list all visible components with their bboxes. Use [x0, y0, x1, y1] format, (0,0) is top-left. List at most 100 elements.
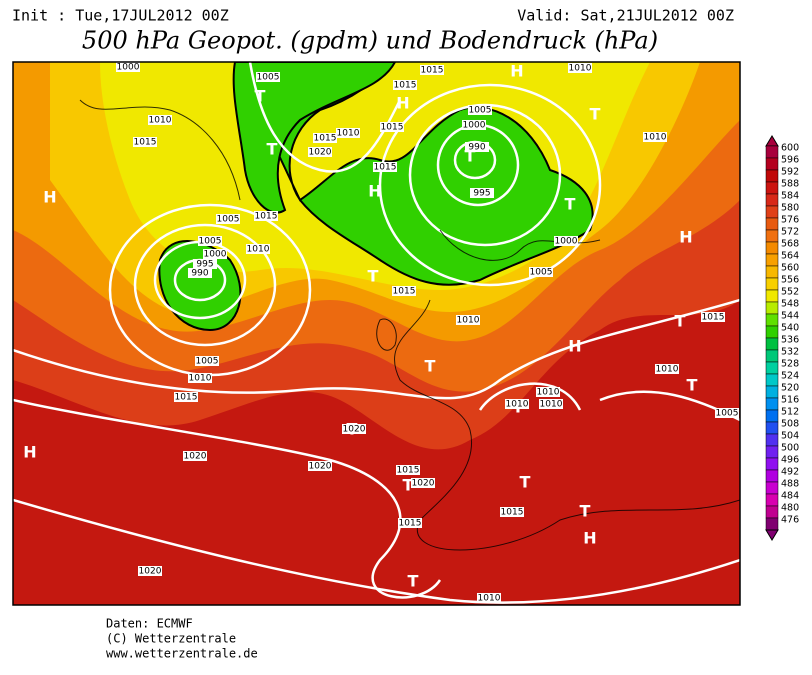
colorbar-swatch: [765, 289, 779, 303]
isobar-label: 1020: [309, 148, 332, 158]
colorbar-label: 584: [781, 191, 799, 202]
isobar-label: 1020: [343, 425, 366, 435]
isobar-label: 1000: [463, 121, 486, 131]
isobar-label: 1005: [257, 73, 280, 83]
isobar-label-bg: [188, 373, 212, 383]
pressure-center: H: [583, 529, 596, 548]
map-title: 500 hPa Geopot. (gpdm) und Bodendruck (h…: [82, 27, 658, 55]
pressure-center: T: [368, 267, 379, 286]
colorbar-label: 596: [781, 155, 799, 166]
colorbar-label: 544: [781, 311, 799, 322]
colorbar-label: 588: [781, 179, 799, 190]
valid-time: Valid: Sat,21JUL2012 00Z: [517, 7, 734, 25]
pressure-center: H: [23, 443, 36, 462]
isobar-label: 1005: [196, 357, 219, 367]
isobar-label-bg: [116, 62, 140, 72]
isobar-label: 1000: [555, 237, 578, 247]
isobar-label: 1010: [149, 116, 172, 126]
colorbar-swatch: [765, 385, 779, 399]
colorbar-swatch: [765, 253, 779, 267]
isobar-label-bg: [655, 364, 679, 374]
colorbar-cap: [765, 135, 779, 147]
isobar-label-bg: [643, 132, 667, 142]
pressure-center: H: [510, 62, 523, 81]
isobar-label-bg: [393, 80, 417, 90]
colorbar-swatch: [765, 481, 779, 495]
colorbar-label: 492: [781, 467, 799, 478]
colorbar-label: 500: [781, 443, 799, 454]
pressure-center: T: [425, 357, 436, 376]
map-frame: [12, 61, 741, 606]
colorbar-swatch: [765, 217, 779, 231]
isobar-label: 1015: [501, 508, 524, 518]
colorbar-label: 600: [781, 143, 799, 154]
isobar-label: 1015: [399, 519, 422, 529]
colorbar-label: 576: [781, 215, 799, 226]
colorbar-label: 508: [781, 419, 799, 430]
pressure-center: H: [568, 337, 581, 356]
isobar-label-bg: [398, 518, 422, 528]
isobar-label: 1020: [139, 567, 162, 577]
isobar-label-bg: [715, 408, 739, 418]
low-height-area: [232, 62, 397, 214]
init-time: Init : Tue,17JUL2012 00Z: [12, 7, 229, 25]
colorbar-swatch: [765, 397, 779, 411]
isobar-label: 1015: [314, 134, 337, 144]
colorbar-label: 496: [781, 455, 799, 466]
colorbar-swatch: [765, 145, 779, 159]
colorbar-swatch: [765, 445, 779, 459]
isobar-label-bg: [380, 122, 404, 132]
colorbar-label: 572: [781, 227, 799, 238]
colorbar-swatch: [765, 493, 779, 507]
isobar-label-bg: [505, 399, 529, 409]
isobar-label: 1010: [478, 594, 501, 604]
pressure-center: H: [679, 228, 692, 247]
isobar-label-bg: [420, 65, 444, 75]
colorbar-label: 580: [781, 203, 799, 214]
isobar-label-bg: [373, 162, 397, 172]
isobar-label: 1015: [421, 66, 444, 76]
isobar-label: 1010: [656, 365, 679, 375]
pressure-center: T: [403, 476, 414, 495]
pressure-center: T: [520, 473, 531, 492]
colorbar-label: 536: [781, 335, 799, 346]
isobar-label: 1005: [217, 215, 240, 225]
colorbar-label: 504: [781, 431, 799, 442]
isobar-label-bg: [701, 312, 725, 322]
isobar-label: 1010: [189, 374, 212, 384]
isobar-label-bg: [554, 236, 578, 246]
colorbar: 6005965925885845805765725685645605565525…: [765, 135, 799, 541]
isobar-label-bg: [468, 105, 492, 115]
isobar-label: 1010: [506, 400, 529, 410]
isobar-label-bg: [308, 147, 332, 157]
isobar-label-bg: [392, 286, 416, 296]
colorbar-label: 560: [781, 263, 799, 274]
colorbar-swatch: [765, 469, 779, 483]
isobar-label: 1010: [457, 316, 480, 326]
colorbar-swatch: [765, 181, 779, 195]
isobar-label-bg: [308, 461, 332, 471]
map-area: HTHTHTHTTTHTHTTTTHTTTHT10001010101510051…: [13, 62, 740, 605]
isobar-label-bg: [336, 128, 360, 138]
pressure-center: T: [687, 376, 698, 395]
footer-line: Daten: ECMWF: [106, 617, 193, 631]
isobar-label: 1010: [644, 133, 667, 143]
isobar-label-bg: [470, 188, 494, 198]
isobar-label-bg: [195, 356, 219, 366]
colorbar-label: 484: [781, 491, 799, 502]
isobar-label-bg: [148, 115, 172, 125]
isobar-label: 1015: [394, 81, 417, 91]
pressure-center: T: [580, 502, 591, 521]
isobar-label: 995: [196, 260, 213, 270]
pressure-center: H: [43, 188, 56, 207]
colorbar-swatch: [765, 325, 779, 339]
colorbar-swatch: [765, 205, 779, 219]
colorbar-label: 552: [781, 287, 799, 298]
pressure-center: T: [465, 147, 476, 166]
isobar-label-bg: [529, 267, 553, 277]
isobar-label: 995: [473, 189, 490, 199]
isobar-label-bg: [456, 315, 480, 325]
colorbar-swatch: [765, 409, 779, 423]
pressure-center: T: [255, 87, 266, 106]
